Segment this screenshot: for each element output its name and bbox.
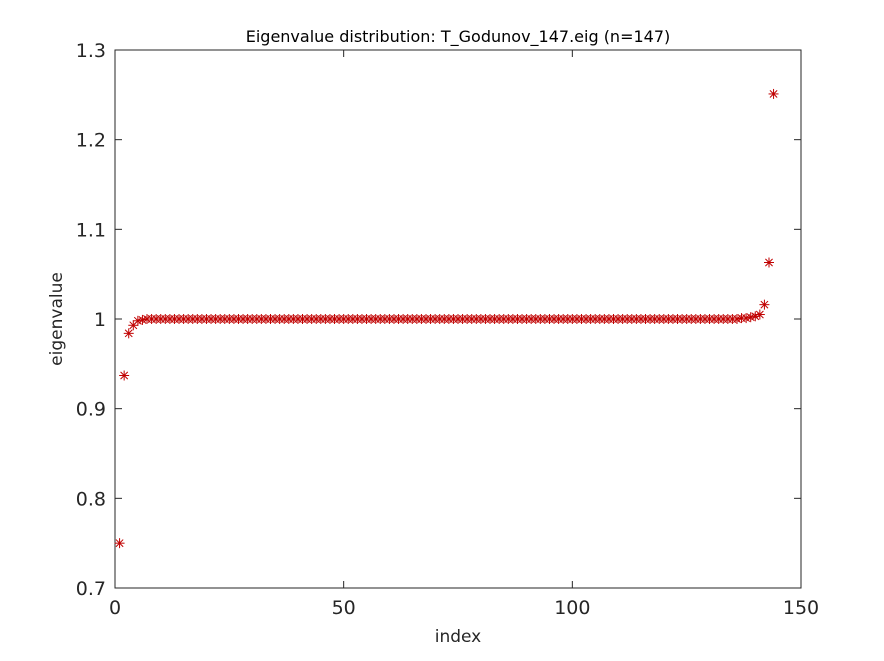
- data-point: [119, 370, 130, 381]
- data-point: [763, 257, 774, 268]
- x-tick-label: 0: [109, 597, 121, 619]
- x-axis: 0 50 100 150: [109, 50, 819, 619]
- y-tick-label: 1.3: [76, 40, 106, 62]
- x-tick-label: 50: [332, 597, 356, 619]
- y-axis-label: eigenvalue: [47, 272, 67, 366]
- data-point: [759, 299, 770, 310]
- x-axis-label: index: [435, 627, 482, 647]
- data-point: [754, 309, 765, 320]
- y-tick-label: 0.8: [76, 488, 106, 510]
- y-tick-label: 0.7: [76, 578, 106, 600]
- x-tick-label: 100: [554, 597, 590, 619]
- data-point: [114, 538, 125, 549]
- chart-title: Eigenvalue distribution: T_Godunov_147.e…: [246, 27, 671, 47]
- y-tick-label: 0.9: [76, 399, 106, 421]
- y-tick-label: 1.1: [76, 219, 106, 241]
- y-axis: 0.7 0.8 0.9 1 1.1 1.2 1.3: [76, 40, 801, 600]
- y-tick-label: 1.2: [76, 130, 106, 152]
- x-tick-label: 150: [783, 597, 819, 619]
- data-point: [768, 88, 779, 99]
- data-points: [114, 88, 779, 549]
- y-tick-label: 1: [94, 309, 106, 331]
- data-point: [123, 328, 134, 339]
